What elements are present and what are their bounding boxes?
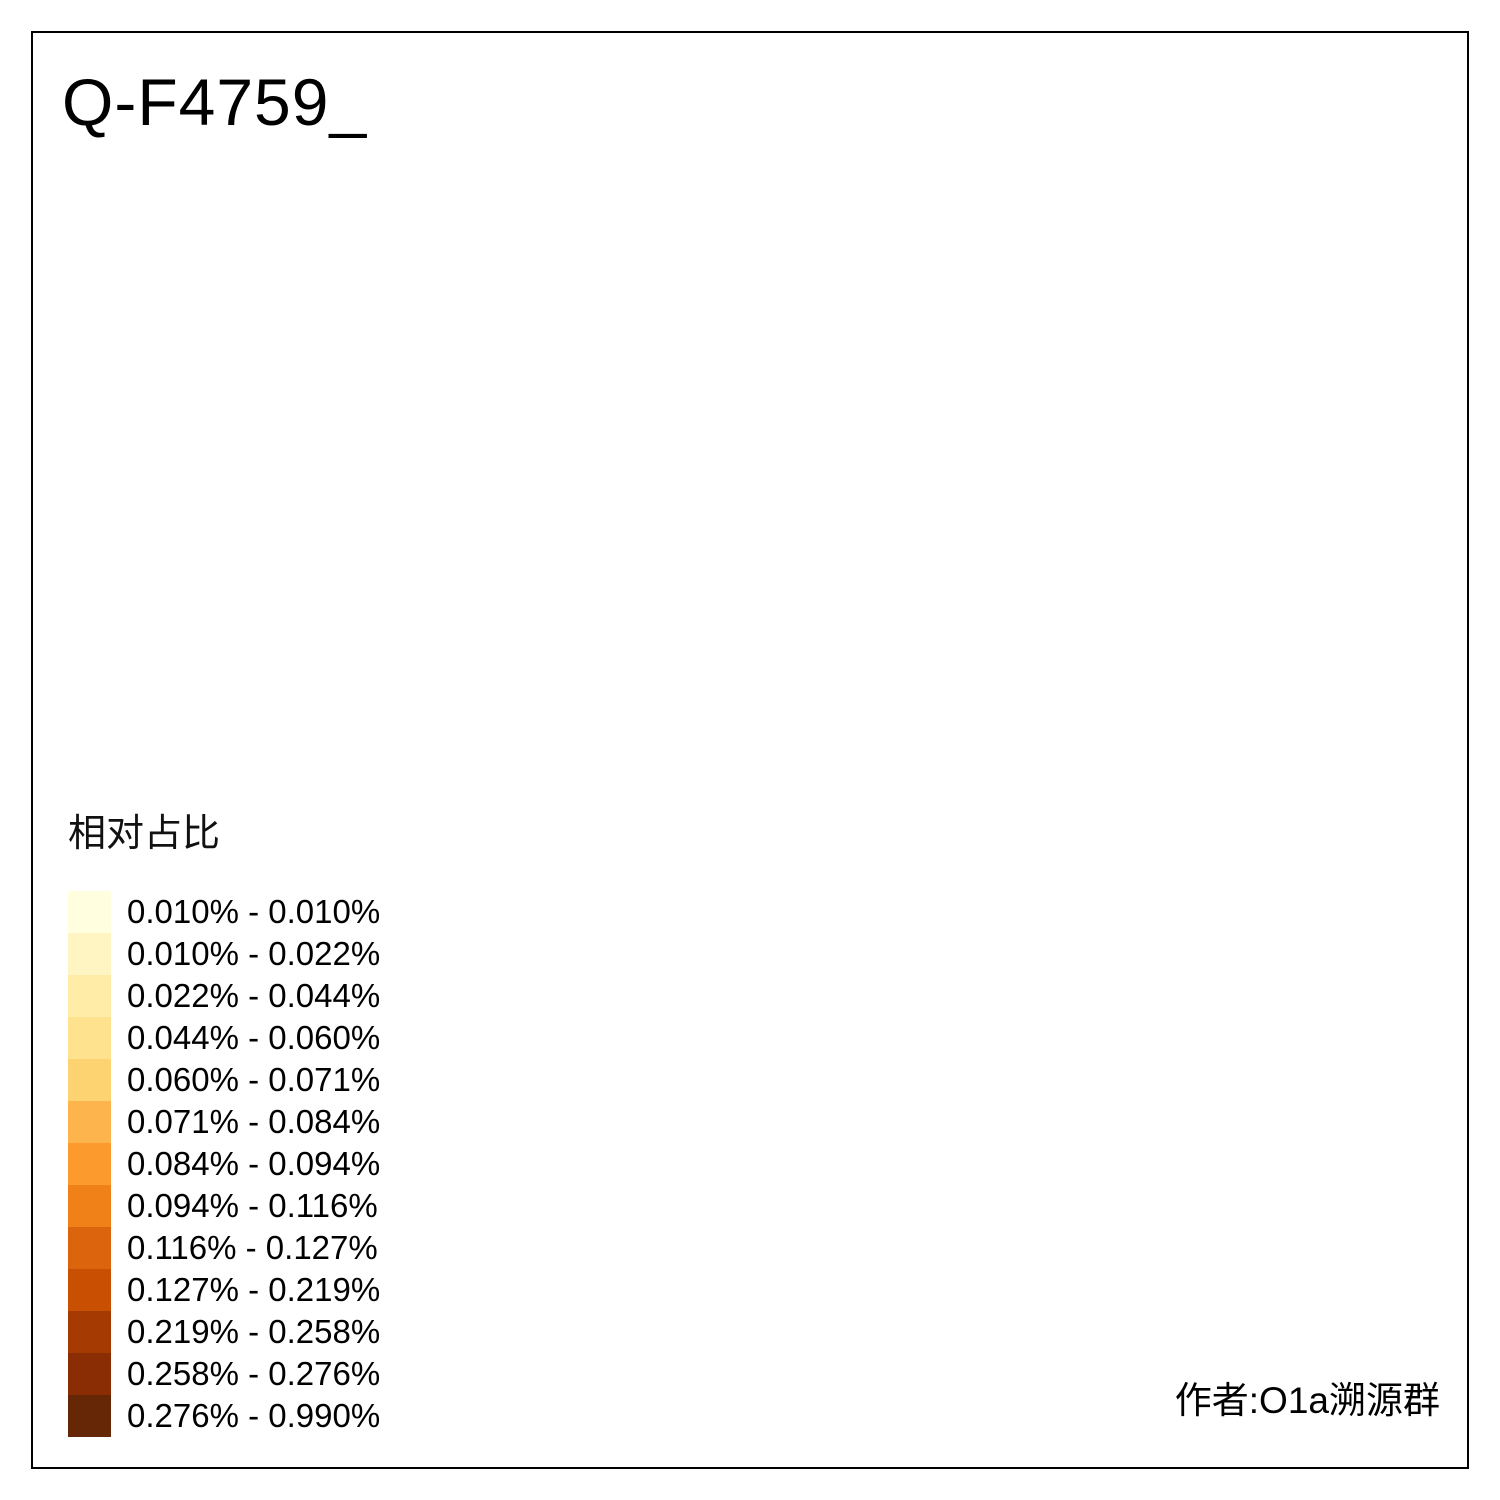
legend-swatch [68,891,111,933]
legend-row: 0.010% - 0.022% [68,933,380,975]
legend-row: 0.084% - 0.094% [68,1143,380,1185]
legend-row: 0.071% - 0.084% [68,1101,380,1143]
legend-row: 0.219% - 0.258% [68,1311,380,1353]
legend-swatch [68,1101,111,1143]
legend-rows: 0.010% - 0.010% 0.010% - 0.022% 0.022% - 0… [68,891,380,1437]
legend-label: 0.094% - 0.116% [127,1187,378,1224]
legend-label: 0.219% - 0.258% [127,1313,381,1350]
legend-swatch [68,1395,111,1437]
plot-title: Q-F4759_ [62,65,368,139]
plot-frame [31,31,1469,1469]
legend-row: 0.044% - 0.060% [68,1017,380,1059]
legend-label: 0.258% - 0.276% [127,1355,381,1392]
legend-row: 0.094% - 0.116% [68,1185,380,1227]
legend-swatch [68,1059,111,1101]
legend-label: 0.116% - 0.127% [127,1229,378,1266]
legend: 相对占比 0.010% - 0.010% 0.010% - 0.022% 0.022… [68,802,380,1437]
legend-row: 0.060% - 0.071% [68,1059,380,1101]
legend-swatch [68,1017,111,1059]
legend-label: 0.127% - 0.219% [127,1271,381,1308]
legend-title: 相对占比 [68,813,221,855]
legend-label: 0.071% - 0.084% [127,1103,381,1140]
legend-label: 0.060% - 0.071% [127,1061,381,1098]
legend-label: 0.022% - 0.044% [127,977,381,1014]
legend-swatch [68,1185,111,1227]
legend-swatch [68,1311,111,1353]
legend-swatch [68,1269,111,1311]
legend-row: 0.276% - 0.990% [68,1395,380,1437]
legend-swatch [68,1227,111,1269]
legend-label: 0.084% - 0.094% [127,1145,381,1182]
legend-label: 0.010% - 0.010% [127,893,381,930]
legend-label: 0.010% - 0.022% [127,935,381,972]
legend-label: 0.276% - 0.990% [127,1397,381,1434]
legend-swatch [68,975,111,1017]
legend-swatch [68,1353,111,1395]
legend-row: 0.010% - 0.010% [68,891,380,933]
legend-row: 0.116% - 0.127% [68,1227,380,1269]
legend-row: 0.127% - 0.219% [68,1269,380,1311]
attribution: 作者:O1a溯源群 [1174,1380,1440,1421]
legend-row: 0.022% - 0.044% [68,975,380,1017]
legend-label: 0.044% - 0.060% [127,1019,381,1056]
legend-swatch [68,933,111,975]
legend-swatch [68,1143,111,1185]
legend-row: 0.258% - 0.276% [68,1353,380,1395]
